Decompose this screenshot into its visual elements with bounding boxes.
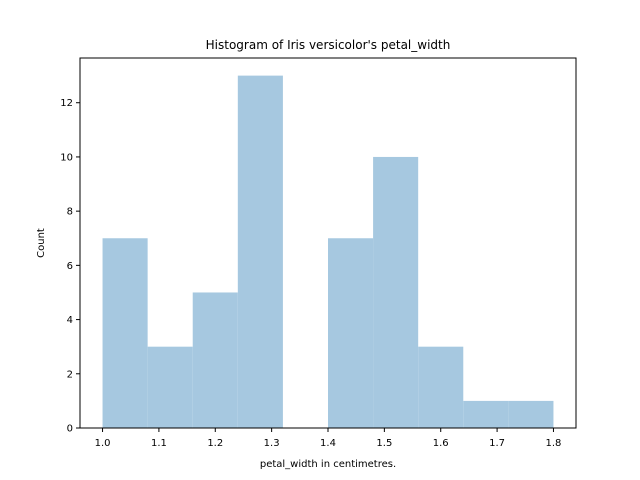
- histogram-bar: [373, 156, 419, 428]
- x-tick-label: 1.0: [95, 438, 111, 449]
- bars-group: [102, 75, 554, 428]
- x-tick-label: 1.6: [433, 438, 449, 449]
- x-tick-label: 1.3: [264, 438, 280, 449]
- histogram-bar: [147, 346, 193, 428]
- y-tick-label: 2: [67, 369, 73, 380]
- y-tick-label: 10: [60, 152, 73, 163]
- y-tick-label: 6: [67, 261, 73, 272]
- histogram-bar: [192, 292, 238, 428]
- x-tick-label: 1.7: [489, 438, 505, 449]
- y-tick-label: 8: [67, 207, 73, 218]
- histogram-bar: [328, 238, 374, 428]
- histogram-bar: [102, 238, 148, 428]
- y-axis-label: Count: [36, 228, 47, 258]
- chart-title: Histogram of Iris versicolor's petal_wid…: [206, 38, 451, 52]
- histogram-bar: [237, 75, 283, 428]
- x-tick-label: 1.8: [546, 438, 562, 449]
- x-axis-ticks: 1.0 1.1 1.2 1.3 1.4 1.5 1.6 1.7 1.8: [95, 428, 562, 449]
- y-tick-label: 4: [67, 315, 73, 326]
- x-tick-label: 1.5: [376, 438, 392, 449]
- histogram-bar: [418, 346, 464, 428]
- x-axis-label: petal_width in centimetres.: [260, 459, 396, 470]
- x-tick-label: 1.2: [207, 438, 223, 449]
- x-tick-label: 1.1: [151, 438, 167, 449]
- x-tick-label: 1.4: [320, 438, 336, 449]
- histogram-bar: [463, 400, 509, 428]
- plot-frame: [79, 57, 577, 429]
- y-tick-label: 0: [67, 424, 73, 435]
- histogram-bar: [508, 400, 554, 428]
- y-tick-label: 12: [60, 98, 73, 109]
- y-axis-ticks: 0 2 4 6 8 10 12: [60, 98, 80, 435]
